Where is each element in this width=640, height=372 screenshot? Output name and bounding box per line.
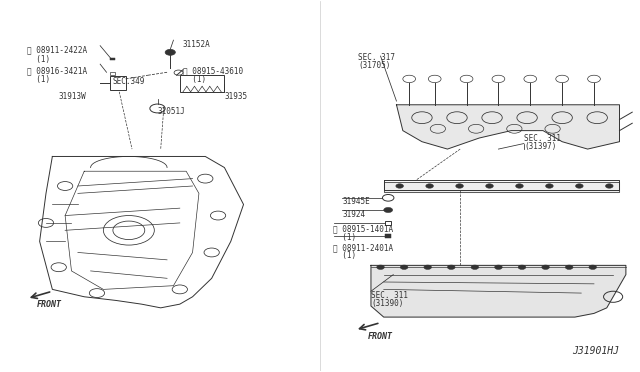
Text: Ⓣ 08915-1401A: Ⓣ 08915-1401A bbox=[333, 225, 393, 234]
Bar bbox=[180, 75, 225, 92]
Circle shape bbox=[486, 184, 493, 188]
Text: SEC. 317: SEC. 317 bbox=[358, 53, 396, 62]
Circle shape bbox=[424, 265, 431, 269]
Text: (31705): (31705) bbox=[358, 61, 390, 70]
Text: SEC. 311: SEC. 311 bbox=[524, 134, 561, 143]
Bar bbox=[385, 221, 392, 225]
Circle shape bbox=[495, 265, 502, 269]
Text: Ⓣ 08916-3421A: Ⓣ 08916-3421A bbox=[27, 66, 87, 75]
Circle shape bbox=[384, 208, 393, 212]
Circle shape bbox=[565, 265, 573, 269]
Text: FRONT: FRONT bbox=[368, 332, 393, 341]
Text: 31945E: 31945E bbox=[342, 197, 370, 206]
Circle shape bbox=[165, 49, 175, 55]
Circle shape bbox=[456, 184, 463, 188]
Bar bbox=[109, 76, 125, 90]
Circle shape bbox=[589, 265, 596, 269]
Circle shape bbox=[400, 265, 408, 269]
Circle shape bbox=[377, 265, 385, 269]
Text: 31913W: 31913W bbox=[59, 92, 86, 101]
Text: 31935: 31935 bbox=[225, 92, 248, 101]
Circle shape bbox=[396, 184, 403, 188]
Bar bbox=[385, 234, 391, 238]
Circle shape bbox=[426, 184, 433, 188]
Text: (1): (1) bbox=[27, 75, 50, 84]
Text: (31397): (31397) bbox=[524, 142, 556, 151]
Text: FRONT: FRONT bbox=[36, 301, 61, 310]
Text: (1): (1) bbox=[183, 75, 206, 84]
Text: SEC.349: SEC.349 bbox=[113, 77, 145, 86]
Text: 31152A: 31152A bbox=[183, 40, 211, 49]
Text: SEC. 311: SEC. 311 bbox=[371, 291, 408, 300]
Polygon shape bbox=[384, 182, 620, 192]
Circle shape bbox=[471, 265, 479, 269]
Text: 31051J: 31051J bbox=[157, 107, 185, 116]
Text: Ⓝ 08911-2422A: Ⓝ 08911-2422A bbox=[27, 46, 87, 55]
Text: (1): (1) bbox=[333, 251, 356, 260]
Text: J31901HJ: J31901HJ bbox=[573, 346, 620, 356]
Text: (1): (1) bbox=[333, 233, 356, 242]
Bar bbox=[109, 72, 115, 75]
Text: (31390): (31390) bbox=[371, 299, 403, 308]
Circle shape bbox=[516, 184, 524, 188]
Polygon shape bbox=[396, 105, 620, 149]
Circle shape bbox=[605, 184, 613, 188]
Text: 31924: 31924 bbox=[342, 210, 365, 219]
Text: Ⓣ 08915-43610: Ⓣ 08915-43610 bbox=[183, 66, 243, 75]
Polygon shape bbox=[371, 265, 626, 317]
Circle shape bbox=[545, 184, 553, 188]
Circle shape bbox=[447, 265, 455, 269]
Text: Ⓝ 08911-2401A: Ⓝ 08911-2401A bbox=[333, 243, 393, 252]
Circle shape bbox=[575, 184, 583, 188]
Circle shape bbox=[518, 265, 526, 269]
Text: (1): (1) bbox=[27, 55, 50, 64]
Circle shape bbox=[541, 265, 549, 269]
Bar bbox=[109, 58, 115, 61]
